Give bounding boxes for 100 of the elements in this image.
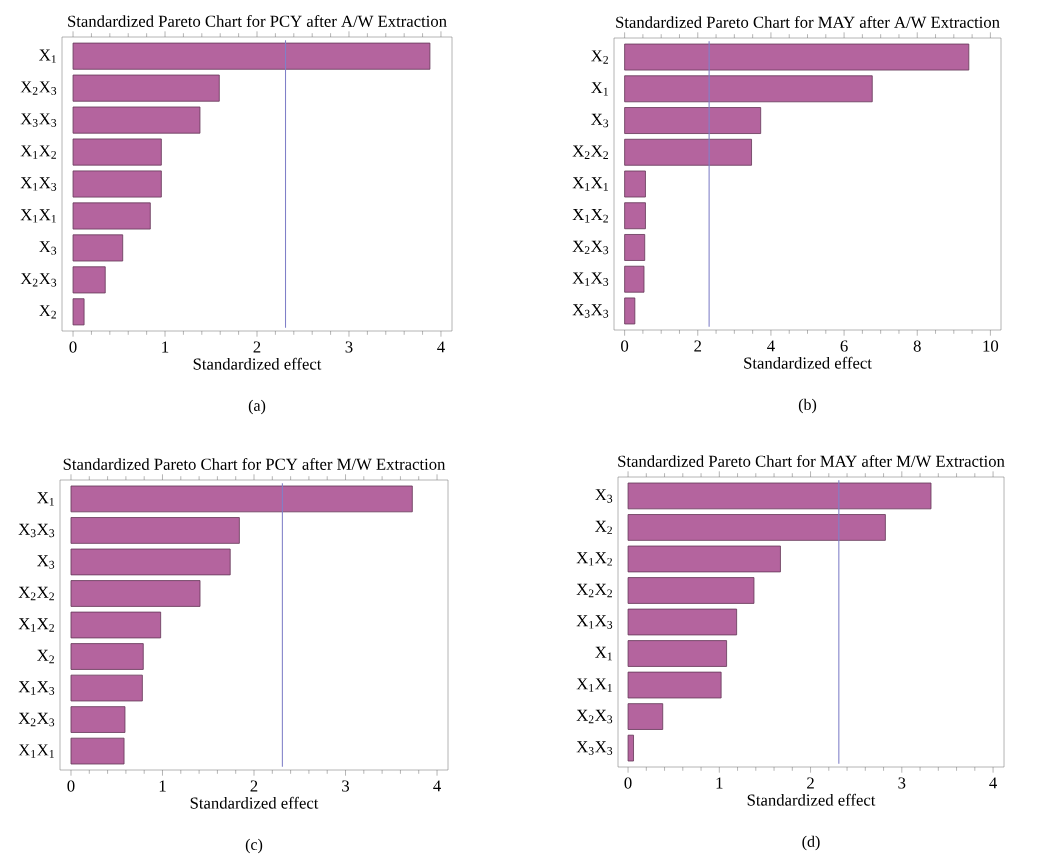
x-tick-label: 0 [624,777,632,789]
y-tick-label: X$_{1}$X$_{3}$ [572,272,609,286]
y-tick-label: X$_{3}$X$_{3}$ [572,304,609,318]
x-tick-label: 2 [253,341,261,353]
y-tick-label: X$_{2}$X$_{2}$ [572,145,608,159]
text: (c) [245,838,263,854]
y-tick-label: X$_{1}$X$_{2}$ [18,618,54,632]
bar [72,234,124,262]
y-tick-label: X$_{3}$ [39,241,57,255]
x-tick-label: 1 [159,780,166,792]
chart-title: Standardized Pareto Chart for PCY after M/W Extraction [63,457,446,470]
bar [72,74,220,102]
x-axis-title: Standardized effect [193,357,322,370]
y-tick-label: X$_{1}$X$_{1}$ [18,744,54,758]
x-tick-label: 4 [433,780,441,792]
y-tick-label: X$_{2}$X$_{3}$ [572,240,609,255]
x-tick-label: 0 [67,780,75,792]
bar [70,706,126,733]
bar [627,671,722,699]
x-axis-title: Standardized effect [190,796,319,809]
x-tick-label: 6 [840,340,848,352]
y-tick-label: X$_{3}$ [591,113,609,128]
y-tick-label: X$_{1}$X$_{2}$ [572,209,608,223]
y-tick-label: X$_{3}$X$_{3}$ [576,741,613,755]
y-tick-label: X$_{1}$ [591,82,608,96]
bar [72,170,162,198]
y-tick-label: X$_{1}$X$_{1}$ [20,209,56,223]
y-tick-label: X$_{1}$X$_{1}$ [576,678,612,692]
y-tick-label: X$_{3}$ [37,555,55,569]
x-tick-label: 1 [162,341,169,353]
bar [627,577,755,604]
x-tick-label: 10 [983,340,999,352]
y-tick-label: X$_{2}$ [39,305,56,319]
bar [70,580,201,607]
bar [627,482,932,510]
y-tick-label: X$_{2}$X$_{2}$ [576,583,612,598]
bar [624,138,752,166]
x-tick-label: 3 [898,777,906,789]
y-tick-label: X$_{2}$X$_{3}$ [20,81,57,95]
x-tick-label: 1 [716,777,723,789]
bar [70,611,162,639]
y-tick-label: X$_{2}$ [591,50,608,64]
bar [70,737,125,765]
chart-title: Standardized Pareto Chart for MAY after A/W Extraction [616,15,1000,28]
bar [627,703,664,730]
x-tick-label: 3 [345,341,353,353]
bar [627,545,781,573]
bar [624,202,646,230]
bar [72,266,106,294]
bar [624,234,646,261]
y-tick-label: X$_{1}$ [39,49,56,63]
x-axis-title: Standardized effect [747,793,876,806]
text: (b) [798,398,817,414]
y-tick-label: X$_{1}$X$_{2}$ [20,145,56,159]
bar [70,548,231,576]
bar [627,608,738,636]
x-tick-label: 2 [694,340,702,352]
bar [624,107,762,134]
bar [72,138,162,166]
bar [70,485,413,513]
x-tick-label: 2 [807,777,814,789]
bar [70,517,240,544]
bar [72,42,431,70]
bar [627,734,634,762]
x-axis-title: Standardized effect [744,356,872,369]
y-tick-label: X$_{1}$ [595,646,612,661]
y-tick-label: X$_{1}$ [37,492,54,506]
x-tick-label: 8 [913,340,921,352]
y-tick-label: X$_{3}$ [595,489,613,503]
y-tick-label: X$_{1}$X$_{3}$ [18,681,55,695]
y-tick-label: X$_{1}$X$_{1}$ [572,177,608,191]
y-tick-label: X$_{2}$ [37,649,54,664]
y-tick-label: X$_{3}$X$_{3}$ [20,113,57,127]
text: (a) [248,399,266,415]
y-tick-label: X$_{1}$X$_{3}$ [576,615,613,629]
y-tick-label: X$_{3}$X$_{3}$ [18,523,55,538]
y-tick-label: X$_{2}$X$_{3}$ [576,709,613,724]
bar [72,106,201,134]
bar [70,643,144,670]
bar [627,514,886,541]
x-tick-label: 4 [989,777,997,789]
bar [72,202,151,230]
chart-title: Standardized Pareto Chart for PCY after A/W Extraction [68,14,447,27]
y-tick-label: X$_{2}$ [595,520,612,535]
chart-title: Standardized Pareto Chart for MAY after M/W Extraction [618,454,1005,467]
y-tick-label: X$_{1}$X$_{3}$ [20,177,57,191]
bar [624,297,636,325]
y-tick-label: X$_{2}$X$_{3}$ [18,712,55,727]
bar [624,265,645,293]
x-tick-label: 0 [621,340,629,352]
y-tick-label: X$_{1}$X$_{2}$ [576,552,612,566]
bar [70,674,143,702]
x-tick-label: 2 [250,780,258,792]
bar [624,43,970,71]
x-tick-label: 0 [69,341,77,353]
x-tick-label: 3 [342,780,350,792]
bar [624,75,873,103]
text: (d) [802,835,820,851]
bar [627,640,727,667]
bar [72,298,85,326]
